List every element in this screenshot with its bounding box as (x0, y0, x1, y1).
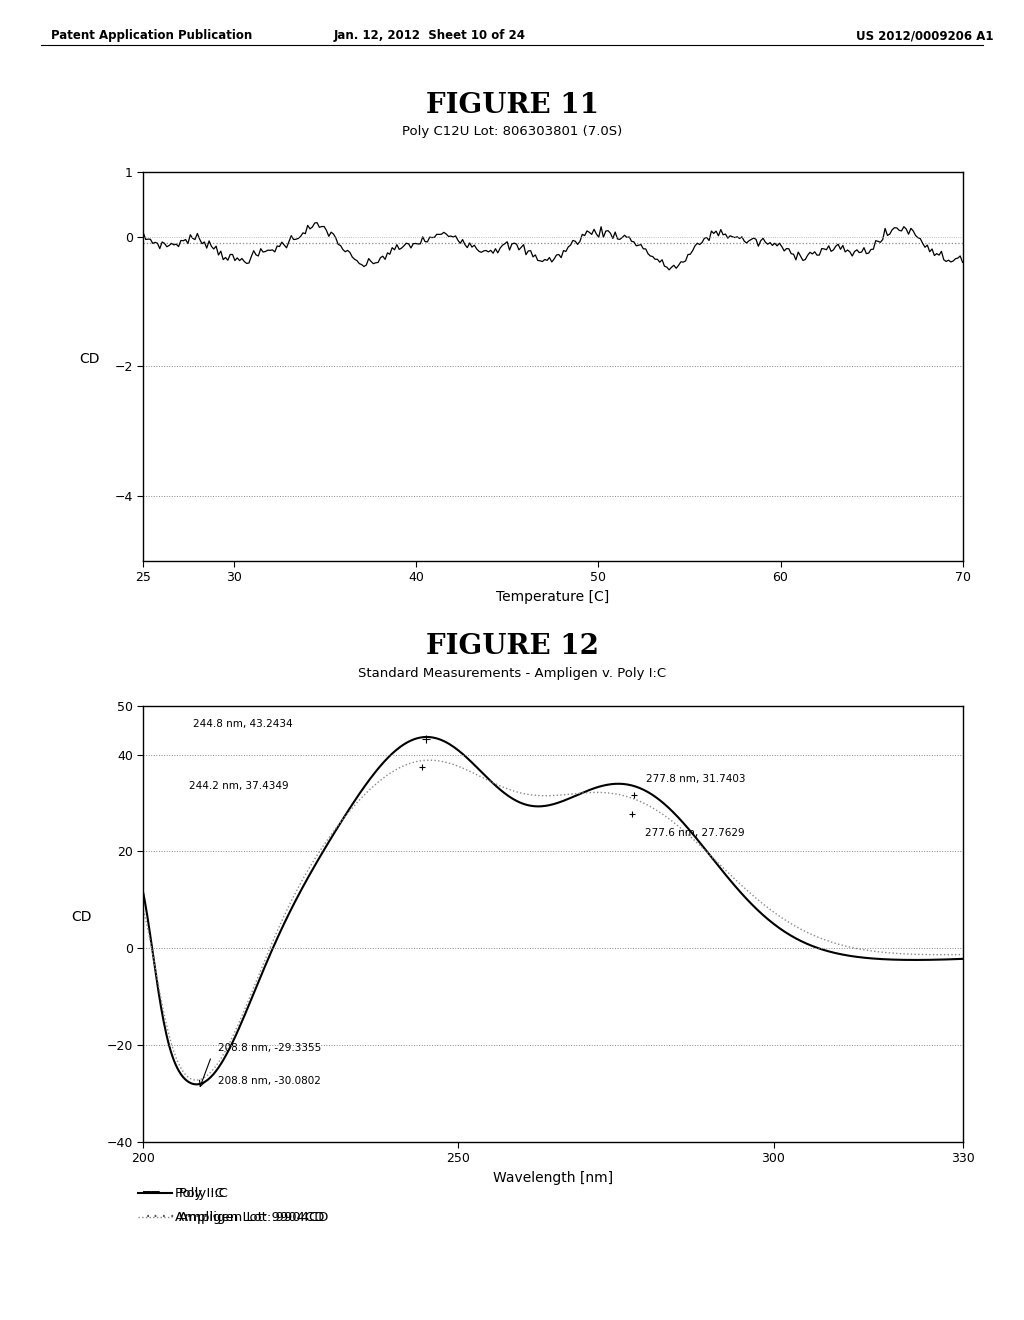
Text: Poly C12U Lot: 806303801 (7.0S): Poly C12U Lot: 806303801 (7.0S) (401, 125, 623, 139)
Text: Standard Measurements - Ampligen v. Poly I:C: Standard Measurements - Ampligen v. Poly… (358, 667, 666, 680)
Text: 277.8 nm, 31.7403: 277.8 nm, 31.7403 (646, 775, 745, 784)
Text: 244.2 nm, 37.4349: 244.2 nm, 37.4349 (188, 781, 289, 791)
Text: ——: —— (143, 1187, 160, 1200)
X-axis label: Temperature [C]: Temperature [C] (497, 590, 609, 605)
Text: 244.8 nm, 43.2434: 244.8 nm, 43.2434 (193, 719, 292, 729)
Text: FIGURE 12: FIGURE 12 (426, 634, 598, 660)
Y-axis label: CD: CD (72, 909, 92, 924)
Text: 208.8 nm, -29.3355: 208.8 nm, -29.3355 (218, 1044, 321, 1053)
Text: Poly I:C: Poly I:C (179, 1187, 228, 1200)
Text: Ampligen Lot: 9904CD: Ampligen Lot: 9904CD (175, 1210, 325, 1224)
Text: 277.6 nm, 27.7629: 277.6 nm, 27.7629 (645, 828, 744, 838)
Text: ·········: ········· (143, 1210, 219, 1224)
Text: Patent Application Publication: Patent Application Publication (51, 29, 253, 42)
Text: 208.8 nm, -30.0802: 208.8 nm, -30.0802 (218, 1076, 321, 1086)
Y-axis label: CD: CD (79, 352, 99, 367)
Text: US 2012/0009206 A1: US 2012/0009206 A1 (856, 29, 993, 42)
Text: Jan. 12, 2012  Sheet 10 of 24: Jan. 12, 2012 Sheet 10 of 24 (334, 29, 526, 42)
Text: Ampligen Lot: 9904CD: Ampligen Lot: 9904CD (179, 1210, 329, 1224)
X-axis label: Wavelength [nm]: Wavelength [nm] (493, 1171, 613, 1185)
Text: FIGURE 11: FIGURE 11 (426, 92, 598, 119)
Text: Poly I:C: Poly I:C (175, 1187, 224, 1200)
